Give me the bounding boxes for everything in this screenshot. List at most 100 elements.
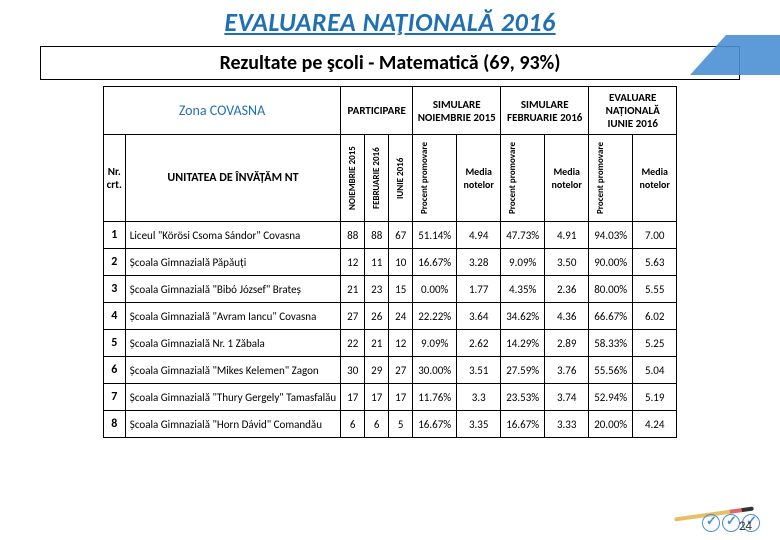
cell-p-iun: 27: [389, 357, 413, 384]
cell-unit: Liceul "Körösi Csoma Sándor" Covasna: [125, 222, 340, 249]
cell-p-nov: 88: [341, 222, 365, 249]
cell-p-feb: 26: [365, 303, 389, 330]
cell-p-iun: 17: [389, 384, 413, 411]
check-icon: [722, 514, 740, 532]
cell-e-pct: 52.94%: [589, 384, 633, 411]
col-media-2: Media notelor: [545, 135, 589, 222]
table-row: 8Școala Gimnazială "Horn Dávid" Comandău…: [103, 411, 676, 438]
cell-s1-med: 3.28: [457, 249, 501, 276]
cell-e-pct: 80.00%: [589, 276, 633, 303]
cell-s1-pct: 9.09%: [413, 330, 457, 357]
cell-p-nov: 12: [341, 249, 365, 276]
cell-s1-pct: 51.14%: [413, 222, 457, 249]
col-procent-2: Procent promovare: [505, 138, 520, 218]
table-row: 5Școala Gimnazială Nr. 1 Zăbala2221129.0…: [103, 330, 676, 357]
cell-s1-med: 2.62: [457, 330, 501, 357]
cell-p-iun: 24: [389, 303, 413, 330]
zone-header: Zona COVASNA: [103, 87, 340, 135]
col-iun16: IUNIE 2016: [393, 138, 408, 218]
subtitle-box: Rezultate pe şcoli - Matematică (69, 93%…: [40, 46, 740, 80]
table-row: 7Școala Gimnazială "Thury Gergely" Tamas…: [103, 384, 676, 411]
cell-e-pct: 55.56%: [589, 357, 633, 384]
subtitle-text: Rezultate pe şcoli - Matematică (69, 93%…: [220, 51, 561, 75]
cell-p-nov: 21: [341, 276, 365, 303]
cell-p-iun: 15: [389, 276, 413, 303]
cell-s2-pct: 47.73%: [501, 222, 545, 249]
cell-e-med: 6.02: [633, 303, 677, 330]
cell-p-feb: 88: [365, 222, 389, 249]
cell-p-iun: 5: [389, 411, 413, 438]
col-sim-feb: SIMULARE FEBRUARIE 2016: [501, 87, 589, 135]
cell-s2-med: 3.50: [545, 249, 589, 276]
cell-s2-med: 3.74: [545, 384, 589, 411]
cell-p-feb: 23: [365, 276, 389, 303]
cell-p-feb: 17: [365, 384, 389, 411]
cell-p-nov: 30: [341, 357, 365, 384]
cell-s2-med: 4.91: [545, 222, 589, 249]
cell-s2-pct: 14.29%: [501, 330, 545, 357]
cell-p-nov: 27: [341, 303, 365, 330]
cell-p-iun: 10: [389, 249, 413, 276]
col-participare: PARTICIPARE: [341, 87, 413, 135]
cell-e-med: 5.19: [633, 384, 677, 411]
cell-e-med: 4.24: [633, 411, 677, 438]
cell-s1-med: 3.3: [457, 384, 501, 411]
cell-nr: 7: [103, 384, 125, 411]
cell-s1-pct: 22.22%: [413, 303, 457, 330]
cell-nr: 8: [103, 411, 125, 438]
cell-p-feb: 11: [365, 249, 389, 276]
cell-s2-pct: 9.09%: [501, 249, 545, 276]
cell-s2-med: 3.33: [545, 411, 589, 438]
cell-p-feb: 29: [365, 357, 389, 384]
cell-e-pct: 94.03%: [589, 222, 633, 249]
cell-nr: 5: [103, 330, 125, 357]
cell-e-med: 5.55: [633, 276, 677, 303]
cell-e-pct: 20.00%: [589, 411, 633, 438]
cell-unit: Școala Gimnazială "Bibó József" Brateș: [125, 276, 340, 303]
col-sim-nov: SIMULARE NOIEMBRIE 2015: [413, 87, 501, 135]
cell-s2-med: 2.36: [545, 276, 589, 303]
cell-nr: 1: [103, 222, 125, 249]
col-nov15: NOIEMBRIE 2015: [345, 138, 360, 218]
cell-p-nov: 22: [341, 330, 365, 357]
cell-s1-med: 3.35: [457, 411, 501, 438]
eval-label: EVALUARE NAȚIONALĂ: [606, 91, 660, 117]
table-row: 1Liceul "Körösi Csoma Sándor" Covasna888…: [103, 222, 676, 249]
page-number: 24: [739, 519, 752, 534]
cell-s2-med: 3.76: [545, 357, 589, 384]
cell-s2-med: 2.89: [545, 330, 589, 357]
cell-nr: 3: [103, 276, 125, 303]
col-media-1: Media notelor: [457, 135, 501, 222]
cell-p-nov: 17: [341, 384, 365, 411]
cell-e-med: 5.25: [633, 330, 677, 357]
page-title: EVALUAREA NAŢIONALĂ 2016: [0, 0, 780, 42]
cell-s1-pct: 30.00%: [413, 357, 457, 384]
cell-p-feb: 6: [365, 411, 389, 438]
cell-s2-pct: 23.53%: [501, 384, 545, 411]
table-row: 2Școala Gimnazială Păpăuți12111016.67%3.…: [103, 249, 676, 276]
eval-sublabel: IUNIE 2016: [607, 117, 657, 130]
cell-e-pct: 58.33%: [589, 330, 633, 357]
col-feb16: FEBRUARIE 2016: [369, 138, 384, 218]
cell-e-med: 7.00: [633, 222, 677, 249]
col-procent-3: Procent promovare: [593, 138, 608, 218]
cell-s1-pct: 11.76%: [413, 384, 457, 411]
table-row: 4Școala Gimnazială "Avram Iancu" Covasna…: [103, 303, 676, 330]
table-row: 6Școala Gimnazială "Mikes Kelemen" Zagon…: [103, 357, 676, 384]
cell-nr: 2: [103, 249, 125, 276]
cell-unit: Școala Gimnazială "Mikes Kelemen" Zagon: [125, 357, 340, 384]
cell-unit: Școala Gimnazială "Horn Dávid" Comandău: [125, 411, 340, 438]
cell-unit: Școala Gimnazială "Avram Iancu" Covasna: [125, 303, 340, 330]
col-nr: Nr. crt.: [103, 135, 125, 222]
cell-p-feb: 21: [365, 330, 389, 357]
cell-nr: 4: [103, 303, 125, 330]
cell-s1-med: 3.64: [457, 303, 501, 330]
table-row: 3Școala Gimnazială "Bibó József" Brateș2…: [103, 276, 676, 303]
cell-p-nov: 6: [341, 411, 365, 438]
cell-s1-med: 4.94: [457, 222, 501, 249]
check-icon: [702, 514, 720, 532]
cell-s1-pct: 16.67%: [413, 411, 457, 438]
cell-s1-med: 1.77: [457, 276, 501, 303]
col-media-3: Media notelor: [633, 135, 677, 222]
cell-s1-pct: 16.67%: [413, 249, 457, 276]
